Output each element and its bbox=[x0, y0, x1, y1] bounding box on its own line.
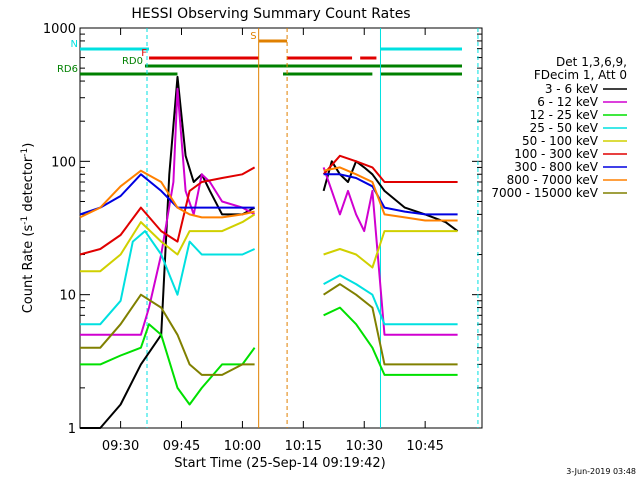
generation-timestamp: 3-Jun-2019 03:48 bbox=[566, 467, 636, 476]
y-tick-label: 1 bbox=[68, 422, 76, 437]
y-axis-label: Count Rate (s-1 detector-1) bbox=[20, 143, 36, 314]
series-line-8 bbox=[80, 283, 458, 376]
legend-entry-label: 800 - 7000 keV bbox=[507, 173, 599, 187]
y-tick-label: 100 bbox=[51, 155, 76, 170]
legend-header-line-1: Det 1,3,6,9, bbox=[556, 55, 627, 69]
series-line-7 bbox=[79, 166, 458, 222]
legend-entry-label: 100 - 300 keV bbox=[514, 147, 598, 161]
x-tick-label: 09:45 bbox=[163, 439, 200, 454]
legend-entry-label: 6 - 12 keV bbox=[537, 95, 599, 109]
x-axis-label: Start Time (25-Sep-14 09:19:42) bbox=[174, 456, 385, 471]
vertical-markers bbox=[146, 28, 479, 428]
series-line-2 bbox=[80, 306, 458, 406]
y-tick-label: 1000 bbox=[43, 22, 76, 37]
y-axis-label-sup2: -1 bbox=[20, 148, 30, 157]
y-axis-label-end: ) bbox=[21, 143, 36, 148]
series-line-3 bbox=[80, 230, 458, 326]
flag-bar-label: S bbox=[250, 31, 256, 42]
series-line-0 bbox=[80, 75, 459, 429]
legend-entry-label: 25 - 50 keV bbox=[530, 121, 599, 135]
legend-entry-label: 12 - 25 keV bbox=[530, 108, 599, 122]
legend: Det 1,3,6,9, FDecim 1, Att 0 3 - 6 keV6 … bbox=[491, 55, 627, 200]
legend-header-line-2: FDecim 1, Att 0 bbox=[534, 68, 627, 82]
y-axis-label-main: Count Rate (s bbox=[21, 225, 36, 314]
series-line-5 bbox=[79, 154, 458, 256]
legend-entry-label: 300 - 800 keV bbox=[514, 160, 598, 174]
x-tick-label: 10:15 bbox=[285, 439, 322, 454]
legend-entry-label: 7000 - 15000 keV bbox=[491, 186, 598, 200]
x-tick-label: 10:30 bbox=[346, 439, 383, 454]
flag-bar-label: N bbox=[71, 39, 78, 50]
axis-ticks: 09:30 09:45 10:00 10:15 10:30 10:45 1 10 100 1000 bbox=[43, 22, 482, 454]
legend-entry-label: 3 - 6 keV bbox=[545, 82, 599, 96]
flag-bar-label: RD6 bbox=[57, 64, 78, 75]
y-tick-label: 10 bbox=[59, 289, 76, 304]
plot-area bbox=[79, 27, 483, 429]
chart-title: HESSI Observing Summary Count Rates bbox=[131, 6, 410, 22]
x-tick-label: 09:30 bbox=[102, 439, 139, 454]
series-line-1 bbox=[80, 87, 458, 336]
legend-entry-label: 50 - 100 keV bbox=[522, 134, 599, 148]
y-axis-label-sup1: -1 bbox=[20, 216, 30, 225]
flag-bar-label: RD0 bbox=[122, 56, 143, 67]
x-tick-label: 10:00 bbox=[224, 439, 261, 454]
series-lines bbox=[79, 75, 459, 429]
x-tick-label: 10:45 bbox=[406, 439, 443, 454]
flag-bar-label: F bbox=[141, 48, 147, 59]
y-axis-label-mid: detector bbox=[21, 156, 36, 216]
plot-frame bbox=[79, 27, 483, 429]
series-line-4 bbox=[80, 213, 458, 273]
